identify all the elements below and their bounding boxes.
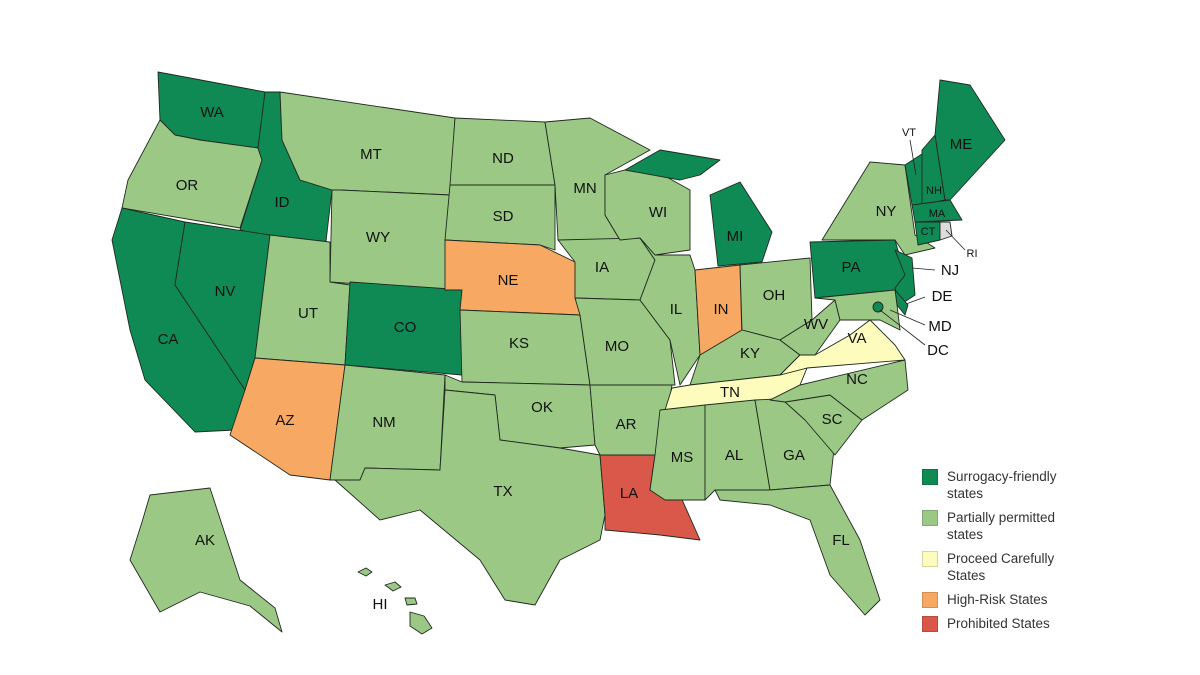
state-label: NE bbox=[498, 272, 519, 289]
state-label: MD bbox=[928, 318, 951, 335]
state-label: UT bbox=[298, 305, 318, 322]
state-label: WI bbox=[649, 204, 667, 221]
state-shape bbox=[624, 149, 773, 267]
state-label: NJ bbox=[941, 262, 959, 279]
state-label: NH bbox=[926, 185, 942, 197]
state-label: ND bbox=[492, 150, 514, 167]
state-label: OK bbox=[531, 399, 553, 416]
state-shape bbox=[939, 221, 953, 241]
state-shape bbox=[934, 79, 1006, 201]
legend-item: High-Risk States bbox=[922, 591, 1082, 608]
state-label: KS bbox=[509, 335, 529, 352]
state-shape bbox=[911, 199, 963, 223]
state-shape bbox=[769, 359, 909, 421]
legend-item: Partially permitted states bbox=[922, 509, 1082, 543]
state-label: MN bbox=[573, 180, 596, 197]
legend-swatch bbox=[922, 510, 938, 526]
state-shape bbox=[279, 91, 456, 196]
leader-lines bbox=[879, 139, 966, 346]
state-label: AR bbox=[616, 416, 637, 433]
state-shape bbox=[814, 289, 901, 331]
legend-label: Proceed Carefully States bbox=[947, 551, 1055, 583]
legend-swatch bbox=[922, 469, 938, 485]
state-label: KY bbox=[740, 345, 760, 362]
state-label: SC bbox=[822, 411, 843, 428]
state-shape bbox=[714, 484, 881, 616]
state-label: PA bbox=[842, 259, 861, 276]
state-label: CO bbox=[394, 319, 417, 336]
state-label: AZ bbox=[275, 412, 294, 429]
state-label: AK bbox=[195, 532, 215, 549]
legend: Surrogacy-friendly states Partially permi… bbox=[922, 468, 1082, 632]
state-label: MI bbox=[727, 228, 744, 245]
state-label: RI bbox=[967, 248, 978, 260]
state-label: ID bbox=[275, 194, 290, 211]
legend-swatch bbox=[922, 592, 938, 608]
state-label: IA bbox=[595, 259, 609, 276]
state-label: IN bbox=[714, 301, 729, 318]
legend-label: Prohibited States bbox=[947, 616, 1050, 631]
legend-swatch bbox=[922, 551, 938, 567]
state-label: MO bbox=[605, 338, 629, 355]
legend-label: Partially permitted states bbox=[947, 510, 1056, 542]
state-label: OR bbox=[176, 177, 199, 194]
legend-item: Proceed Carefully States bbox=[922, 550, 1082, 584]
legend-swatch bbox=[922, 616, 938, 632]
state-label: WY bbox=[366, 229, 390, 246]
state-shape bbox=[444, 184, 556, 251]
legend-label: Surrogacy-friendly states bbox=[947, 469, 1057, 501]
state-label: FL bbox=[832, 532, 850, 549]
state-label: CA bbox=[158, 331, 179, 348]
state-label: NV bbox=[215, 283, 236, 300]
state-label: NY bbox=[876, 203, 897, 220]
state-label: VT bbox=[902, 127, 916, 139]
state-label: CT bbox=[921, 226, 936, 238]
state-label: LA bbox=[620, 485, 638, 502]
state-label: MS bbox=[671, 449, 694, 466]
state-shape bbox=[357, 567, 433, 635]
state-shape bbox=[334, 389, 606, 606]
state-label: GA bbox=[783, 447, 805, 464]
state-label: MT bbox=[360, 146, 382, 163]
state-label: VA bbox=[848, 330, 867, 347]
state-label: AL bbox=[725, 447, 743, 464]
state-label: NM bbox=[372, 414, 395, 431]
state-label: HI bbox=[373, 596, 388, 613]
legend-item: Surrogacy-friendly states bbox=[922, 468, 1082, 502]
legend-label: High-Risk States bbox=[947, 592, 1048, 607]
state-label: OH bbox=[763, 287, 786, 304]
state-label: SD bbox=[493, 208, 514, 225]
state-label: DC bbox=[927, 342, 949, 359]
state-label: MA bbox=[929, 208, 946, 220]
state-label: DE bbox=[932, 288, 953, 305]
state-label: NC bbox=[846, 371, 868, 388]
state-label: WV bbox=[804, 316, 828, 333]
state-label: WA bbox=[200, 104, 224, 121]
state-shape bbox=[872, 301, 884, 313]
legend-item: Prohibited States bbox=[922, 615, 1082, 632]
state-shape bbox=[129, 487, 283, 633]
state-label: TX bbox=[493, 483, 512, 500]
state-label: IL bbox=[670, 301, 683, 318]
state-label: ME bbox=[950, 136, 973, 153]
state-label: TN bbox=[720, 384, 740, 401]
state-shape bbox=[639, 237, 701, 386]
